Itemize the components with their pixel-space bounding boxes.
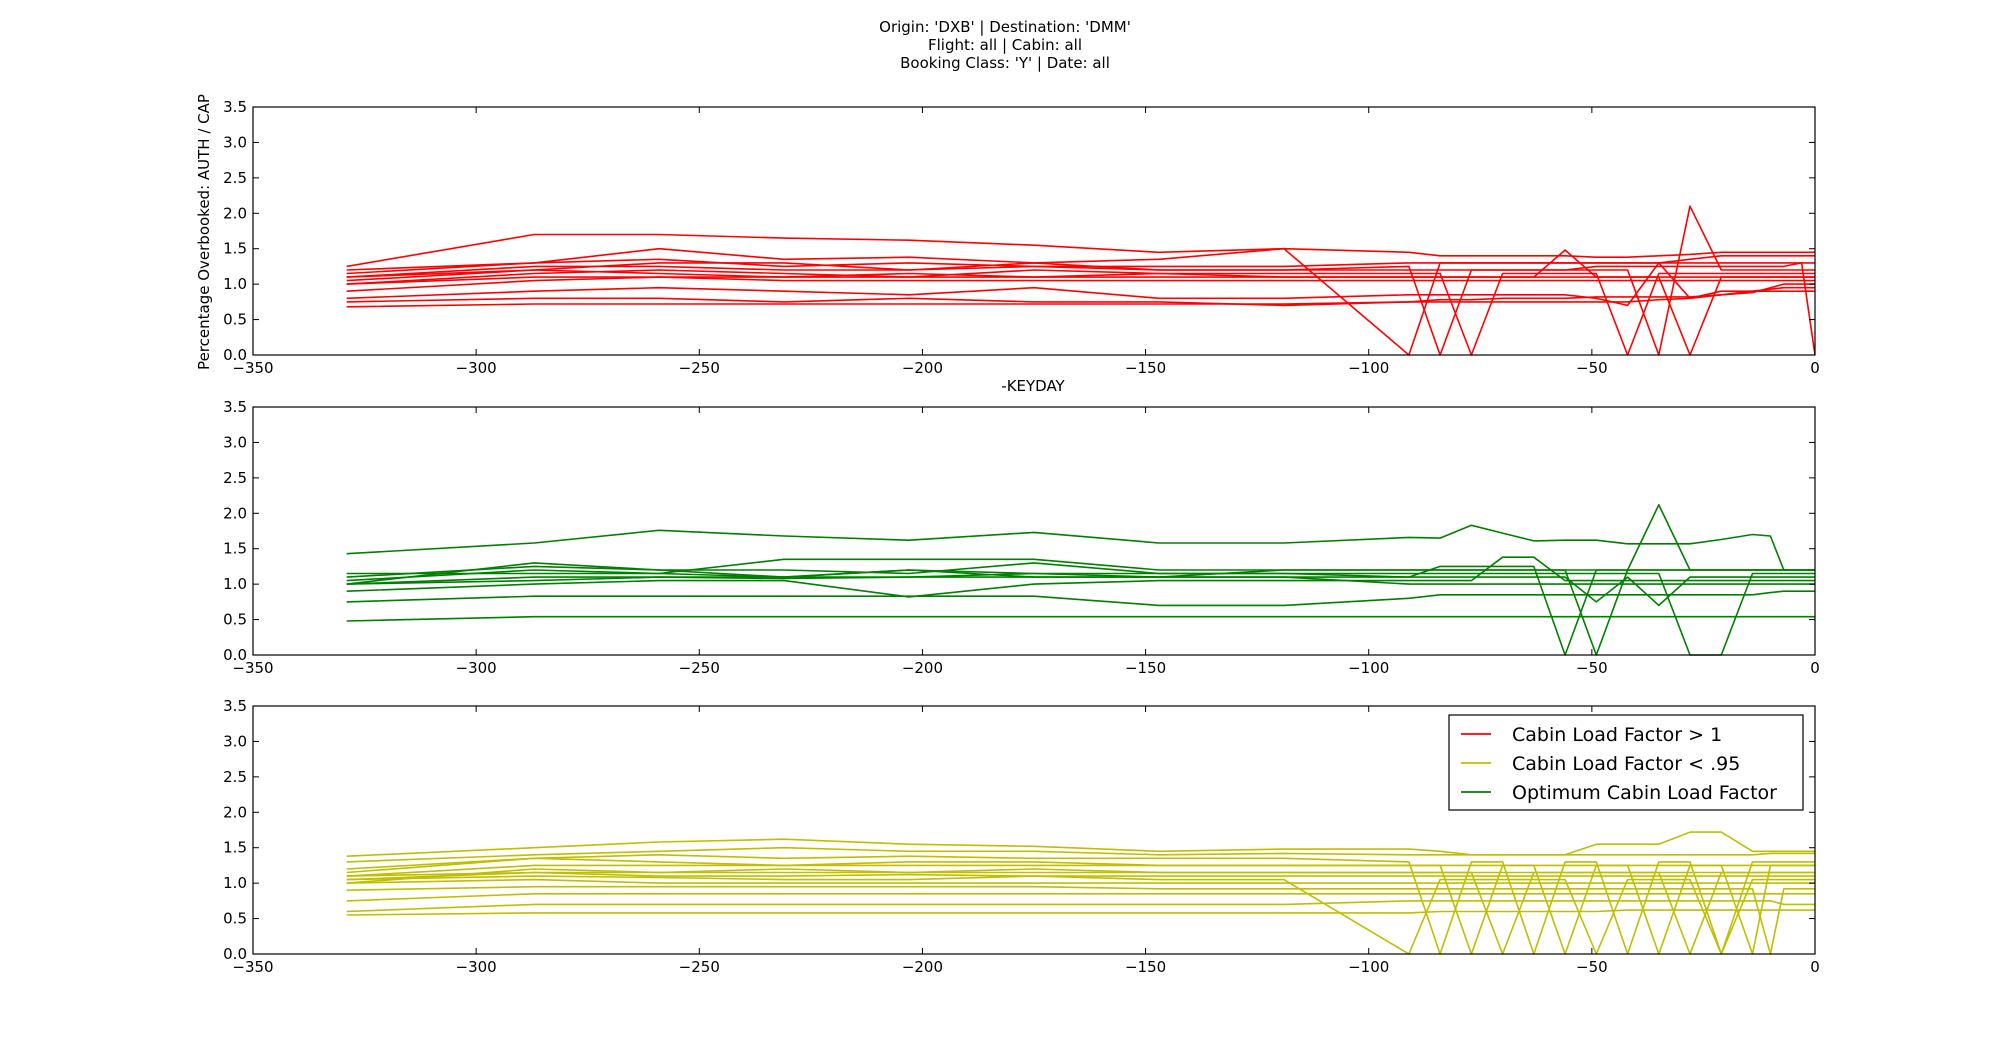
series-line-5 [346,556,1815,598]
title-line-3: Booking Class: 'Y' | Date: all [900,54,1110,72]
legend: Cabin Load Factor > 1 Cabin Load Factor <… [1448,714,1804,811]
series-line-9 [346,258,1815,275]
y-tick-label: 3.0 [223,433,247,451]
y-tick-label: 0.0 [223,646,247,664]
y-tick-label: 2.0 [223,204,247,222]
x-tick-label: −100 [1348,359,1389,377]
x-tick-label: −200 [902,659,943,677]
x-tick-label: −200 [902,958,943,976]
y-tick-label: 3.0 [223,133,247,151]
x-tick-label: −300 [456,359,497,377]
series-group [346,503,1815,656]
y-tick-label: 2.5 [223,768,247,786]
y-tick-label: 1.0 [223,874,247,892]
y-tick-label: 0.0 [223,346,247,364]
x-axis-label: -KEYDAY [1001,377,1065,395]
y-tick-label: 3.5 [223,98,247,116]
x-tick-label: −250 [679,958,720,976]
x-tick-label: −150 [1125,659,1166,677]
series-line-12 [346,255,1815,278]
series-line-7 [346,875,1815,955]
x-tick-label: 0 [1810,659,1820,677]
y-tick-label: 1.0 [223,275,247,293]
x-tick-label: −300 [456,958,497,976]
x-tick-label: −50 [1576,958,1608,976]
chart-title: Origin: 'DXB' | Destination: 'DMM' Fligh… [879,18,1131,72]
y-tick-label: 0.5 [223,910,247,928]
x-tick-label: −200 [902,359,943,377]
axes-frame [252,406,1816,656]
legend-label: Optimum Cabin Load Factor [1512,782,1777,804]
series-line-13 [346,857,1815,874]
x-tick-label: −150 [1125,958,1166,976]
axes-frame [252,106,1816,356]
y-tick-label: 2.5 [223,469,247,487]
series-line-4 [346,572,1815,656]
series-line-1 [346,233,1815,268]
series-line-11 [346,286,1815,307]
series-line-6 [346,871,1815,877]
x-tick-label: −350 [232,958,273,976]
x-tick-label: −100 [1348,659,1389,677]
y-tick-label: 1.5 [223,540,247,558]
legend-box [1448,714,1804,811]
series-line-2 [346,846,1815,863]
y-tick-label: 1.0 [223,575,247,593]
series-line-14 [346,871,1815,881]
series-line-3 [346,853,1815,955]
legend-label: Cabin Load Factor > 1 [1512,724,1722,746]
series-line-12 [346,909,1815,916]
x-tick-label: −350 [232,359,273,377]
series-line-8 [346,878,1815,884]
x-tick-label: 0 [1810,359,1820,377]
y-tick-label: 0.5 [223,311,247,329]
y-tick-label: 3.0 [223,732,247,750]
x-tick-label: −100 [1348,958,1389,976]
series-line-9 [346,885,1815,955]
y-tick-label: 0.0 [223,945,247,963]
x-tick-label: −50 [1576,659,1608,677]
series-group [346,205,1815,356]
series-line-4 [346,864,1815,955]
legend-item: Optimum Cabin Load Factor [1461,782,1777,804]
series-line-1 [346,524,1815,571]
x-tick-label: −350 [232,659,273,677]
series-line-8 [346,283,1815,308]
series-line-9 [346,565,1815,578]
x-tick-label: −150 [1125,359,1166,377]
legend-item: Cabin Load Factor > 1 [1461,724,1722,746]
axes-frame [252,705,1816,955]
panel-middle: −350 −300 −250 −200 −150 −100 −50 0 0.0 0.5 1.0 1.5… [223,398,1820,677]
y-tick-label: 1.5 [223,240,247,258]
series-line-4 [346,269,1815,356]
x-tick-label: 0 [1810,958,1820,976]
title-line-1: Origin: 'DXB' | Destination: 'DMM' [879,18,1131,36]
series-line-6 [346,276,1815,292]
y-axis-label: Percentage Overbooked: AUTH / CAP [195,94,213,370]
x-tick-label: −250 [679,659,720,677]
series-line-8 [346,615,1815,622]
y-tick-label: 3.5 [223,398,247,416]
series-line-7 [346,590,1815,607]
series-line-10 [346,276,1815,285]
x-tick-label: −300 [456,659,497,677]
legend-label: Cabin Load Factor < .95 [1512,753,1740,775]
y-tick-label: 2.0 [223,803,247,821]
legend-item: Cabin Load Factor < .95 [1461,753,1740,775]
x-tick-label: −250 [679,359,720,377]
series-line-10 [346,576,1815,585]
series-group [346,831,1815,955]
y-tick-label: 1.5 [223,839,247,857]
panel-top: −350 −300 −250 −200 −150 −100 −50 0 0.0 0.5 1.0 1.5… [223,98,1820,377]
series-line-11 [346,900,1815,913]
y-tick-label: 3.5 [223,697,247,715]
series-line-10 [346,892,1815,902]
y-tick-label: 2.0 [223,504,247,522]
x-tick-label: −50 [1576,359,1608,377]
y-tick-label: 0.5 [223,611,247,629]
y-tick-label: 2.5 [223,169,247,187]
title-line-2: Flight: all | Cabin: all [928,36,1082,54]
panel-bottom: −350 −300 −250 −200 −150 −100 −50 0 0.0 0.5 1.0 1.5… [223,697,1820,976]
